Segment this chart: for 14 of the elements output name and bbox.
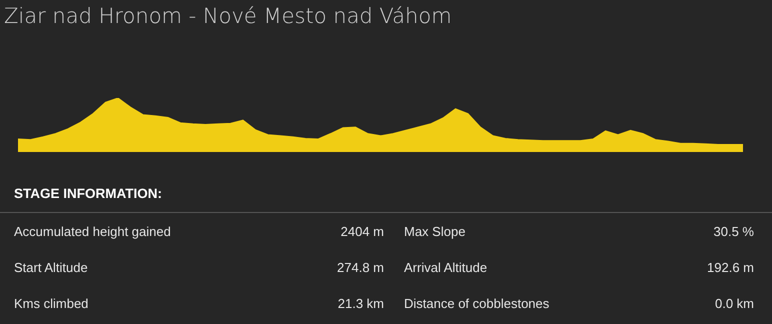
text: Kms climbed	[13, 296, 90, 310]
text: Start Altitude	[13, 260, 89, 274]
text: Max Slope	[403, 224, 466, 238]
text: Distance of cobblestones	[403, 296, 550, 310]
chart-title: Ziar nad Hronom - Nové Mesto nad Váhom	[4, 4, 452, 28]
text: 30.5 %	[712, 224, 754, 238]
text: 192.6 m	[706, 260, 754, 274]
text: 2404 m	[340, 224, 384, 238]
text: 0.0 km	[714, 296, 754, 310]
text: 274.8 m	[336, 260, 384, 274]
text: 21.3 km	[336, 296, 384, 310]
text: Arrival Altitude	[403, 260, 488, 274]
text: STAGE INFORMATION:	[0, 180, 772, 213]
text: Accumulated height gained	[13, 224, 172, 238]
